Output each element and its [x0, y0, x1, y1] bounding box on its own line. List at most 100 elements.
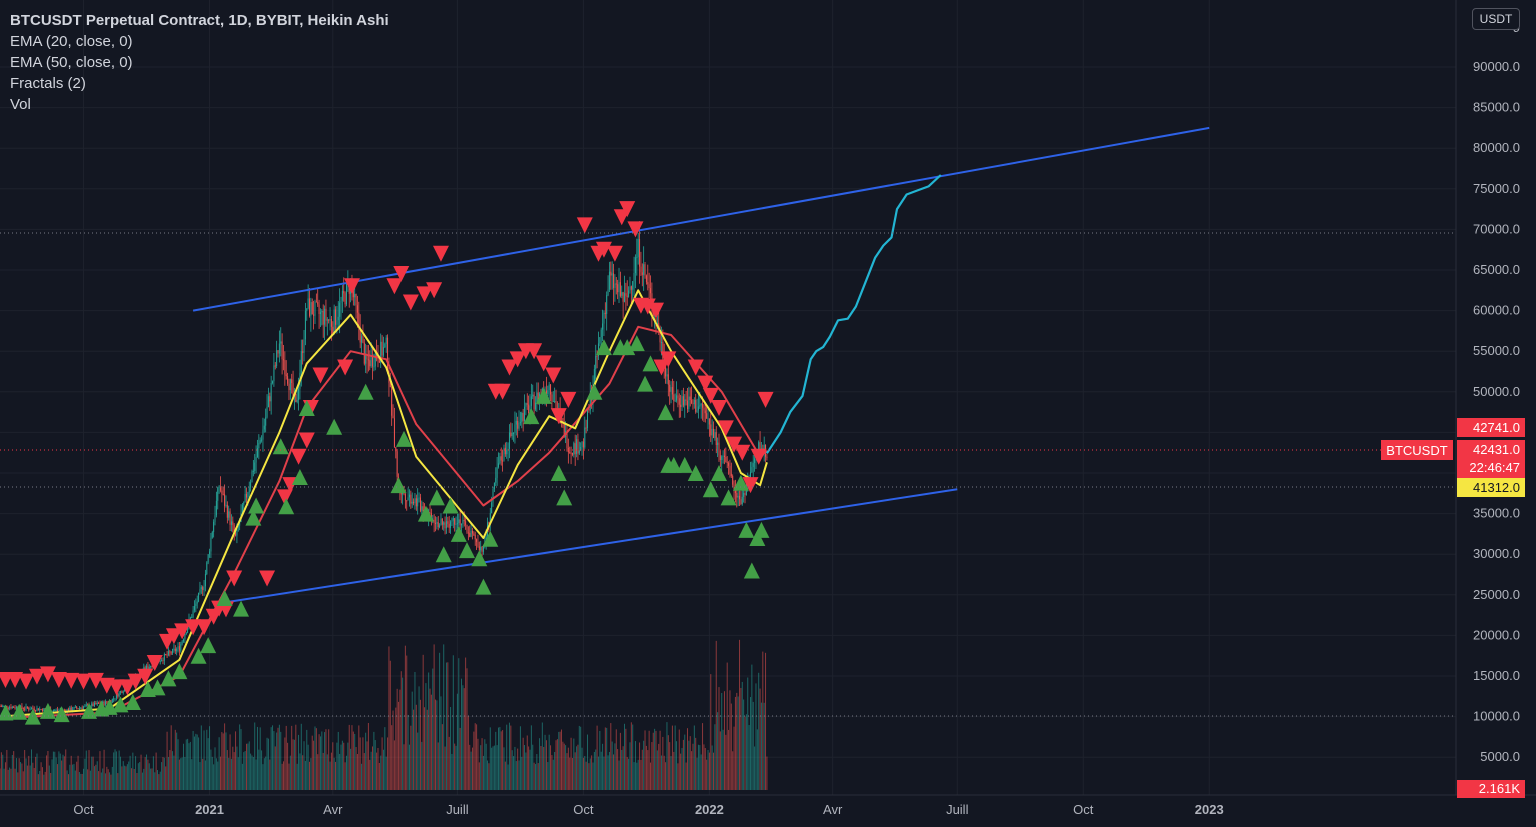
legend-volume[interactable]: Vol — [10, 96, 31, 113]
candle-body — [372, 355, 374, 367]
volume-bars — [0, 639, 768, 790]
candle-body — [84, 705, 86, 707]
volume-bar — [314, 726, 316, 790]
candle-body — [429, 512, 431, 514]
legend-fractals[interactable]: Fractals (2) — [10, 75, 86, 92]
volume-bar — [343, 742, 345, 790]
volume-bar — [435, 699, 437, 790]
candle-body — [120, 691, 122, 693]
price-tick-label: 35000.0 — [1473, 506, 1520, 521]
candle-body — [681, 396, 683, 408]
fractal-up-marker — [171, 663, 188, 680]
volume-bar — [221, 732, 223, 790]
volume-bar — [188, 743, 190, 790]
volume-bar — [103, 749, 105, 790]
candle-body — [93, 702, 95, 706]
candle-body — [102, 701, 104, 704]
currency-button[interactable]: USDT — [1472, 8, 1520, 30]
price-axis[interactable]: 5000.0 10000.0 15000.0 20000.0 25000.0 30000.… — [1455, 0, 1536, 827]
candle-body — [441, 518, 443, 525]
candle-body — [251, 471, 253, 483]
candle-body — [80, 707, 82, 709]
volume-bar — [50, 772, 52, 790]
candle-body — [256, 448, 258, 458]
volume-bar — [14, 768, 16, 790]
candle-body — [174, 648, 176, 652]
time-tick-label: 2022 — [695, 802, 724, 817]
legend-ema50[interactable]: EMA (50, close, 0) — [10, 54, 133, 71]
volume-bar — [629, 742, 631, 790]
legend-ema20[interactable]: EMA (20, close, 0) — [10, 33, 133, 50]
volume-bar — [411, 691, 413, 790]
candle-body — [723, 455, 725, 457]
volume-bar — [711, 745, 713, 790]
fractal-up-marker — [642, 355, 659, 372]
volume-bar — [52, 751, 54, 790]
fractal-up-marker — [720, 489, 737, 506]
candle-body — [246, 494, 248, 498]
candle-body — [230, 521, 232, 525]
candle-body — [693, 399, 695, 405]
candle-body — [203, 586, 205, 591]
volume-bar — [432, 668, 434, 790]
volume-bar — [2, 754, 4, 790]
candle-body — [178, 646, 180, 651]
volume-bar — [98, 771, 100, 790]
volume-bar — [578, 725, 580, 790]
volume-bar — [263, 758, 265, 790]
volume-bar — [307, 744, 309, 790]
trend-channel[interactable] — [192, 126, 1210, 604]
volume-bar — [373, 731, 375, 790]
candle-body — [304, 310, 306, 340]
candle-body — [573, 443, 575, 455]
candle-body — [615, 283, 617, 285]
volume-bar — [574, 752, 576, 790]
candle-body — [287, 376, 289, 384]
volume-bar — [751, 664, 753, 790]
volume-bar — [140, 754, 142, 790]
volume-bar — [393, 740, 395, 790]
volume-bar — [466, 668, 468, 790]
candle-body — [503, 447, 505, 461]
legend-title[interactable]: BTCUSDT Perpetual Contract, 1D, BYBIT, H… — [10, 12, 389, 29]
volume-bar — [195, 733, 197, 790]
candle-body — [67, 709, 69, 711]
volume-bar — [511, 750, 513, 790]
fractal-up-marker — [326, 418, 343, 435]
candle-body — [395, 447, 397, 452]
volume-bar — [706, 759, 708, 790]
candle-body — [225, 504, 227, 506]
volume-bar — [418, 686, 420, 790]
volume-bar — [522, 737, 524, 790]
volume-bar — [24, 750, 26, 790]
volume-bar — [550, 745, 552, 790]
time-axis[interactable]: Oct 2021 Avr Juill Oct 2022 Avr Juill Oct 2023 — [0, 794, 1536, 817]
volume-bar — [113, 752, 115, 790]
volume-bar — [710, 674, 712, 790]
volume-bar — [115, 751, 117, 790]
fractal-up-marker — [24, 708, 41, 725]
volume-bar — [685, 762, 687, 790]
volume-bar — [92, 756, 94, 790]
candle-body — [596, 355, 598, 357]
volume-bar — [547, 762, 549, 790]
volume-bar — [339, 753, 341, 790]
candle-body — [221, 490, 223, 494]
volume-bar — [663, 755, 665, 790]
volume-bar — [243, 752, 245, 790]
candle-body — [392, 415, 394, 419]
volume-bar — [183, 743, 185, 790]
fractal-down-marker — [312, 367, 329, 384]
volume-bar — [333, 757, 335, 790]
volume-bar — [762, 651, 764, 790]
volume-bar — [429, 688, 431, 790]
volume-bar — [289, 755, 291, 790]
badge-symbol — [1381, 440, 1453, 460]
time-tick-label: Avr — [323, 802, 343, 817]
volume-bar — [603, 756, 605, 790]
candle-body — [263, 425, 265, 430]
volume-bar — [444, 746, 446, 790]
volume-bar — [471, 747, 473, 790]
candle-body — [534, 402, 536, 410]
